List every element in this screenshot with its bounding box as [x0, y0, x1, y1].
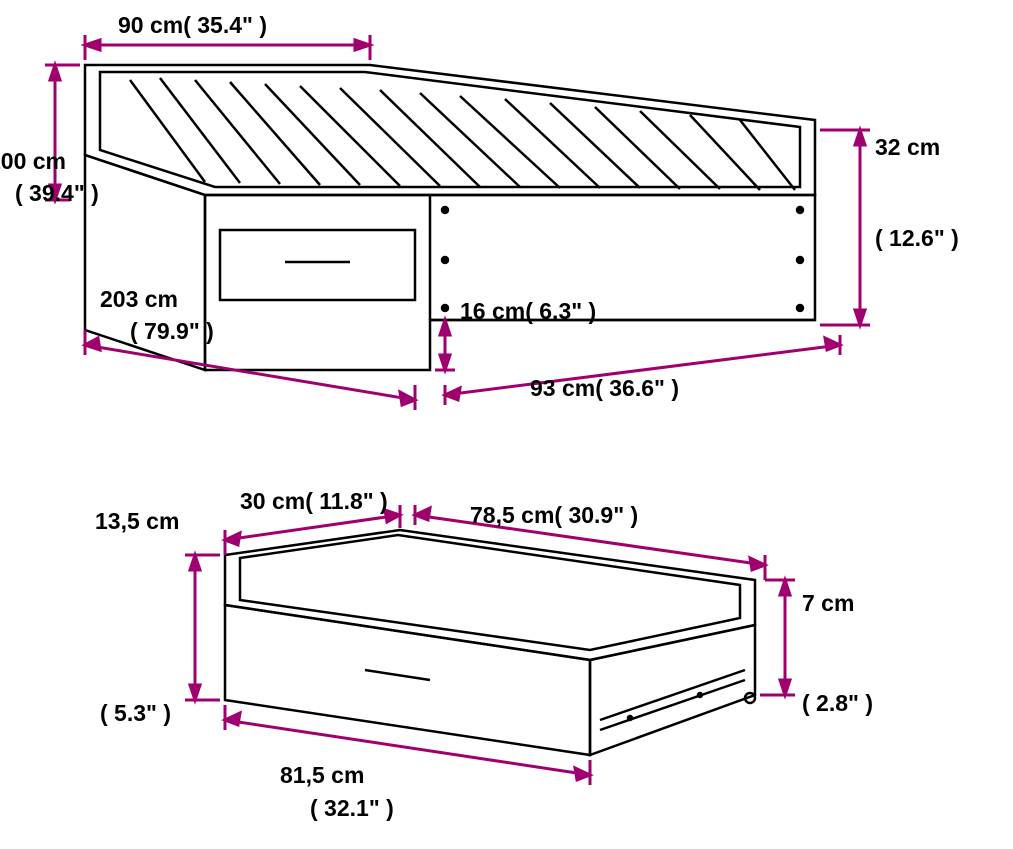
diagram-container: 90 cm( 35.4" ) 100 cm ( 39.4" ) 203 cm (… [0, 0, 1013, 849]
dim-bed-length-cm: 203 cm [100, 286, 178, 313]
dim-drawer-outer-width-in: ( 32.1" ) [310, 795, 394, 822]
dim-drawer-depth: 30 cm( 11.8" ) [240, 488, 388, 515]
dim-drawer-front-h-cm: 13,5 cm [95, 508, 179, 535]
dim-bed-height-cm: 32 cm [875, 134, 940, 161]
dim-bed-height-in: ( 12.6" ) [875, 225, 959, 252]
dim-drawer-inner-width: 78,5 cm( 30.9" ) [470, 502, 638, 529]
dim-bed-length-in: ( 79.9" ) [130, 318, 214, 345]
dim-bed-front-width: 93 cm( 36.6" ) [530, 375, 679, 402]
dim-bed-top-width: 90 cm( 35.4" ) [118, 12, 267, 39]
dim-drawer-front-h-in: ( 5.3" ) [100, 700, 171, 727]
dim-bed-drawer-h: 16 cm( 6.3" ) [460, 298, 596, 325]
dim-drawer-inner-h-cm: 7 cm [802, 590, 854, 617]
dim-drawer-inner-h-in: ( 2.8" ) [802, 690, 873, 717]
dim-bed-left-depth-cm: 100 cm [0, 148, 66, 175]
dim-bed-left-depth-in: ( 39.4" ) [15, 180, 99, 207]
dim-drawer-outer-width-cm: 81,5 cm [280, 762, 364, 789]
